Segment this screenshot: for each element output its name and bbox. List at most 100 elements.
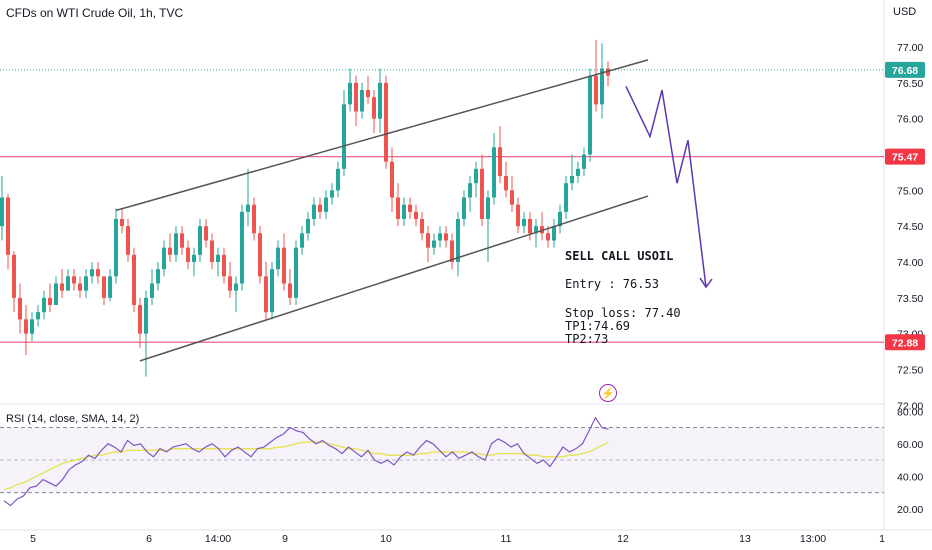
candle-body bbox=[498, 147, 502, 176]
candle-body bbox=[66, 276, 70, 291]
time-tick-label: 13 bbox=[739, 533, 751, 545]
time-tick-label: 12 bbox=[617, 533, 629, 545]
candle-body bbox=[240, 211, 244, 284]
candle-body bbox=[534, 226, 538, 234]
price-tick-label: 72.00 bbox=[897, 400, 923, 412]
time-tick-label: 1 bbox=[879, 533, 885, 545]
candle-body bbox=[342, 104, 346, 169]
candle-body bbox=[0, 197, 4, 227]
candle-body bbox=[600, 68, 604, 105]
candle-body bbox=[558, 211, 562, 227]
candle-body bbox=[30, 319, 34, 334]
candle-body bbox=[420, 219, 424, 234]
price-tick-label: 76.50 bbox=[897, 78, 923, 90]
candle-body bbox=[450, 240, 454, 262]
candle-body bbox=[150, 283, 154, 298]
time-tick-label: 10 bbox=[380, 533, 392, 545]
candle-body bbox=[60, 283, 64, 291]
annotation-heading: SELL CALL USOIL bbox=[565, 249, 674, 263]
candle-body bbox=[90, 269, 94, 277]
candle-body bbox=[570, 176, 574, 184]
candle-body bbox=[468, 183, 472, 198]
candle-body bbox=[36, 312, 40, 320]
candle-body bbox=[156, 269, 160, 284]
candle-body bbox=[396, 197, 400, 219]
candle-body bbox=[390, 161, 394, 198]
price-tick-label: 74.50 bbox=[897, 221, 923, 233]
rsi-tick-label: 20.00 bbox=[897, 504, 923, 516]
candle-body bbox=[12, 254, 16, 298]
candle-body bbox=[462, 197, 466, 219]
candle-body bbox=[504, 176, 508, 191]
candle-body bbox=[402, 204, 406, 219]
candle-body bbox=[414, 211, 418, 219]
price-tick-label: 75.00 bbox=[897, 185, 923, 197]
candle-body bbox=[588, 75, 592, 155]
candle-body bbox=[108, 276, 112, 298]
candle-body bbox=[426, 233, 430, 248]
candle-body bbox=[96, 269, 100, 277]
candle-body bbox=[264, 276, 268, 313]
level-price-tag-bg bbox=[885, 148, 925, 165]
candle-body bbox=[222, 254, 226, 277]
candle-body bbox=[576, 168, 580, 176]
candle-body bbox=[114, 219, 118, 277]
candle-body bbox=[18, 297, 22, 320]
channel-line bbox=[115, 59, 649, 212]
level-price-tag: 75.47 bbox=[892, 152, 918, 164]
candle-body bbox=[24, 319, 28, 334]
level-price-tag: 72.88 bbox=[892, 337, 918, 349]
candle-body bbox=[564, 183, 568, 212]
candle-body bbox=[378, 82, 382, 119]
channel-line bbox=[139, 195, 649, 362]
candle-body bbox=[408, 204, 412, 212]
candle-body bbox=[246, 204, 250, 212]
candle-body bbox=[492, 147, 496, 198]
level-price-tag-bg bbox=[885, 334, 925, 351]
candle-body bbox=[306, 219, 310, 234]
lightning-icon[interactable]: ⚡ bbox=[599, 384, 617, 402]
candle-body bbox=[126, 226, 130, 255]
candle-body bbox=[132, 254, 136, 305]
candle-body bbox=[270, 269, 274, 313]
price-tick-label: 76.00 bbox=[897, 114, 923, 126]
candle-body bbox=[204, 226, 208, 241]
annotation-stop-loss: Stop loss: 77.40 bbox=[565, 306, 681, 320]
candle-body bbox=[444, 233, 448, 241]
candle-body bbox=[174, 233, 178, 255]
candle-body bbox=[288, 283, 292, 298]
candles-group bbox=[0, 39, 610, 377]
candle-body bbox=[186, 247, 190, 262]
current-price-tag: 76.68 bbox=[892, 65, 918, 77]
rsi-line bbox=[3, 416, 609, 507]
annotation-tp1: TP1:74.69 bbox=[565, 319, 631, 333]
time-tick-label: 13:00 bbox=[800, 533, 826, 545]
candle-body bbox=[336, 168, 340, 191]
candle-body bbox=[48, 297, 52, 305]
symbol-title[interactable]: CFDs on WTI Crude Oil, 1h, TVC bbox=[6, 6, 184, 20]
time-tick-label: 14:00 bbox=[205, 533, 231, 545]
price-tick-label: 72.50 bbox=[897, 365, 923, 377]
candle-body bbox=[72, 276, 76, 284]
rsi-tick-label: 80.00 bbox=[897, 406, 923, 418]
candle-body bbox=[432, 240, 436, 248]
candle-body bbox=[162, 247, 166, 270]
candle-body bbox=[216, 254, 220, 262]
candle-body bbox=[84, 276, 88, 291]
current-price-tag-bg bbox=[885, 61, 925, 78]
candle-body bbox=[180, 233, 184, 248]
rsi-indicator-label[interactable]: RSI (14, close, SMA, 14, 2) bbox=[6, 413, 140, 425]
candle-body bbox=[210, 240, 214, 262]
candle-body bbox=[354, 82, 358, 112]
price-tick-label: 74.00 bbox=[897, 257, 923, 269]
candle-body bbox=[552, 226, 556, 241]
annotation-tp2: TP2:73 bbox=[565, 332, 609, 346]
candle-body bbox=[360, 90, 364, 112]
candle-body bbox=[42, 297, 46, 313]
time-tick-label: 5 bbox=[30, 533, 36, 545]
candle-body bbox=[234, 283, 238, 291]
candle-body bbox=[120, 219, 124, 227]
candle-body bbox=[138, 305, 142, 334]
